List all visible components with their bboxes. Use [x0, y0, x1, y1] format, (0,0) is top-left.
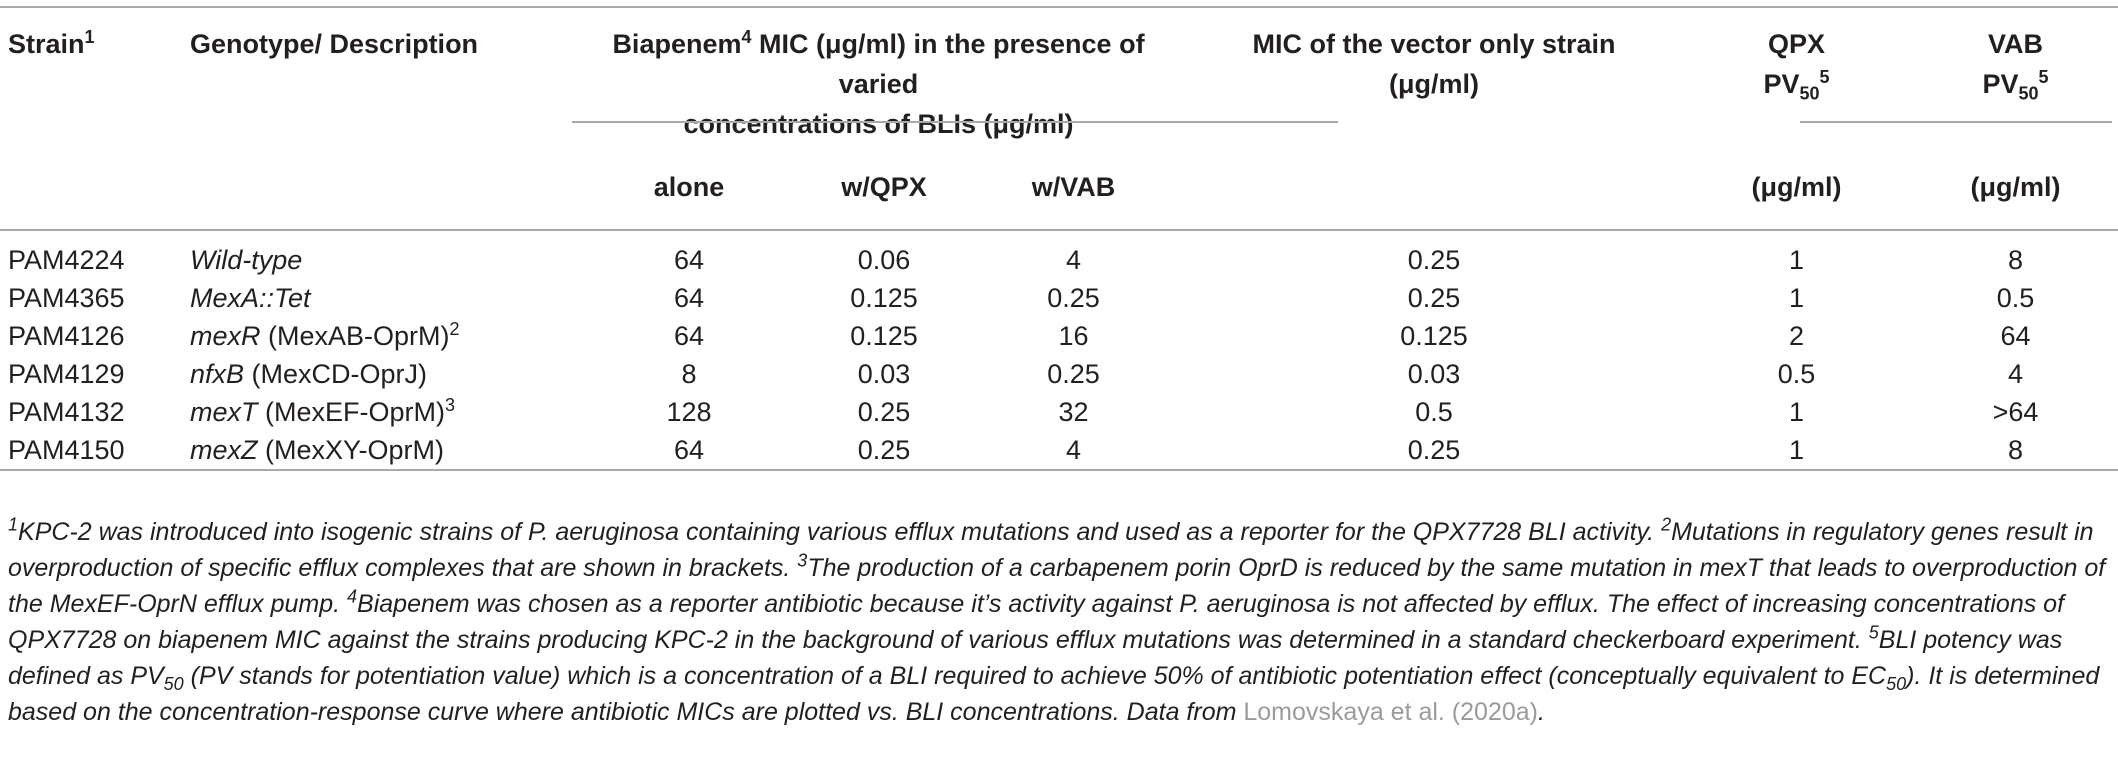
header-genotype: Genotype/ Description [190, 29, 479, 59]
cell-qpx-pv50: 0.5 [1777, 359, 1816, 389]
cell-genotype: mexT (MexEF-OprM)3 [190, 395, 455, 427]
header-strain: Strain1 [8, 27, 95, 59]
cell-vector: 0.25 [1407, 283, 1461, 313]
cell-qpx-pv50: 1 [1788, 397, 1805, 427]
cell-alone: 64 [673, 321, 705, 351]
cell-vab-pv50: >64 [1992, 397, 2039, 427]
cell-genotype: mexR (MexAB-OprM)2 [190, 319, 460, 351]
cell-w-qpx: 0.03 [857, 359, 911, 389]
cell-w-vab: 0.25 [1047, 283, 1100, 313]
subheader-vab-unit: (μg/ml) [1970, 171, 2061, 202]
cell-w-vab: 16 [1058, 321, 1089, 351]
table-row: PAM4224 Wild-type 64 0.06 4 0.25 1 8 [0, 241, 2118, 279]
cell-strain: PAM4365 [8, 283, 125, 313]
table-row: PAM4129 nfxB (MexCD-OprJ) 8 0.03 0.25 0.03 0.5… [0, 355, 2118, 393]
cell-vector: 0.03 [1407, 359, 1461, 389]
cell-alone: 64 [673, 245, 705, 275]
header-vab-pv50: VAB PV505 [1982, 29, 2049, 104]
table-row: PAM4150 mexZ (MexXY-OprM) 64 0.25 4 0.25 1 8 [0, 431, 2118, 470]
cell-vab-pv50: 0.5 [1996, 283, 2035, 313]
cell-strain: PAM4129 [8, 359, 125, 389]
cell-qpx-pv50: 2 [1788, 321, 1805, 351]
cell-strain: PAM4132 [8, 397, 125, 427]
subheader-w-vab: w/VAB [1031, 171, 1116, 202]
cell-vector: 0.5 [1415, 397, 1453, 427]
cell-w-qpx: 0.25 [857, 435, 911, 465]
header-mic-group: Biapenem4 MIC (μg/ml) in the presence of… [612, 27, 1145, 139]
cell-genotype: nfxB (MexCD-OprJ) [190, 359, 428, 389]
cell-w-vab: 0.25 [1047, 359, 1100, 389]
cell-w-qpx: 0.125 [850, 321, 918, 351]
cell-alone: 64 [673, 435, 705, 465]
cell-w-qpx: 0.25 [857, 397, 911, 427]
cell-genotype: MexA::Tet [190, 283, 311, 313]
cell-genotype: Wild-type [190, 245, 303, 275]
mic-table: Strain1 Genotype/ Description Biapenem4 … [0, 6, 2118, 471]
cell-vab-pv50: 4 [2007, 359, 2024, 389]
cell-vab-pv50: 8 [2007, 245, 2024, 275]
subheader-alone: alone [653, 171, 725, 202]
header-qpx-pv50: QPX PV505 [1763, 29, 1830, 104]
cell-strain: PAM4150 [8, 435, 125, 465]
table-row: PAM4365 MexA::Tet 64 0.125 0.25 0.25 1 0.5 [0, 279, 2118, 317]
cell-alone: 64 [673, 283, 705, 313]
cell-vector: 0.25 [1407, 245, 1461, 275]
cell-w-qpx: 0.06 [857, 245, 911, 275]
subheader-w-qpx: w/QPX [841, 171, 927, 202]
cell-strain: PAM4126 [8, 321, 125, 351]
pv50-group-rule [1800, 121, 2112, 123]
cell-w-vab: 4 [1065, 245, 1082, 275]
cell-w-qpx: 0.125 [850, 283, 918, 313]
cell-strain: PAM4224 [8, 245, 125, 275]
table-row: PAM4126 mexR (MexAB-OprM)2 64 0.125 16 0.125 2… [0, 317, 2118, 355]
cell-genotype: mexZ (MexXY-OprM) [190, 435, 445, 465]
cell-alone: 8 [681, 359, 697, 389]
cell-vab-pv50: 8 [2007, 435, 2024, 465]
table-row: PAM4132 mexT (MexEF-OprM)3 128 0.25 32 0.5 1 >6… [0, 393, 2118, 431]
cell-qpx-pv50: 1 [1788, 283, 1805, 313]
table-body: PAM4224 Wild-type 64 0.06 4 0.25 1 8 PAM4365 MexA… [0, 230, 2118, 470]
cell-vector: 0.125 [1400, 321, 1468, 351]
header-vector-mic: MIC of the vector only strain (μg/ml) [1252, 29, 1616, 99]
reference-link[interactable]: Lomovskaya et al. (2020a) [1243, 698, 1538, 726]
mic-group-rule [572, 121, 1338, 123]
cell-qpx-pv50: 1 [1788, 435, 1805, 465]
subheader-qpx-unit: (μg/ml) [1751, 171, 1842, 202]
cell-w-vab: 4 [1065, 435, 1082, 465]
cell-qpx-pv50: 1 [1788, 245, 1805, 275]
cell-alone: 128 [666, 397, 712, 427]
cell-w-vab: 32 [1058, 397, 1089, 427]
table-footnotes: 1KPC-2 was introduced into isogenic stra… [8, 514, 2106, 726]
cell-vab-pv50: 64 [2000, 321, 2031, 351]
cell-vector: 0.25 [1407, 435, 1461, 465]
